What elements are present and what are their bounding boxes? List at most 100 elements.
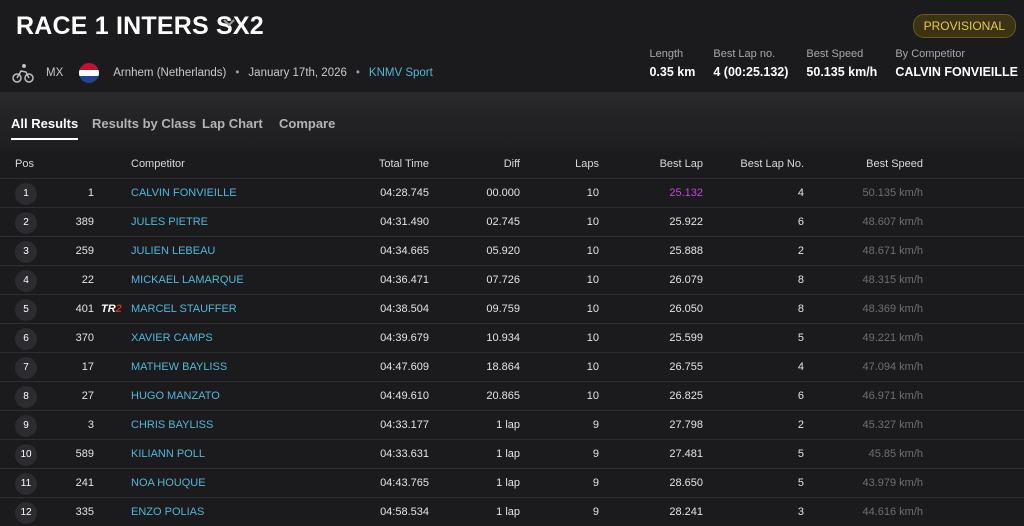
tab-all-results[interactable]: All Results — [11, 116, 79, 140]
table-row[interactable]: 7 17 MATHEW BAYLISS 04:47.609 18.864 10 26.755… — [0, 352, 1024, 381]
competitor-name[interactable]: XAVIER CAMPS — [131, 332, 213, 344]
total-time: 04:28.745 — [380, 187, 429, 199]
best-lap-value: 27.798 — [669, 419, 703, 431]
table-header: Pos Competitor Total Time Diff Laps Best… — [0, 152, 1024, 178]
best-lap-value: 25.922 — [669, 216, 703, 228]
table-row[interactable]: 3 259 JULIEN LEBEAU 04:34.665 05.920 10 25.888… — [0, 236, 1024, 265]
tab-lap-chart[interactable]: Lap Chart — [202, 116, 263, 131]
table-row[interactable]: 2 389 JULES PIETRE 04:31.490 02.745 10 25.922 6… — [0, 207, 1024, 236]
laps-value: 9 — [592, 506, 599, 518]
diff-value: 20.865 — [486, 390, 520, 402]
best-speed-value: 45.327 km/h — [862, 419, 923, 431]
competitor-name[interactable]: JULIEN LEBEAU — [131, 245, 216, 257]
competitor-name[interactable]: CHRIS BAYLISS — [131, 419, 214, 431]
diff-value: 07.726 — [486, 274, 520, 286]
table-row[interactable]: 10 589 KILIANN POLL 04:33.631 1 lap 9 27.481 5 4… — [0, 439, 1024, 468]
best-lap-no-value: 4 — [797, 187, 804, 199]
total-time: 04:47.609 — [380, 361, 429, 373]
stat-best-lap-no: Best Lap no. 4 (00:25.132) — [713, 48, 789, 79]
laps-value: 10 — [586, 303, 599, 315]
best-lap-no-value: 2 — [797, 245, 804, 257]
col-best-lap-no[interactable]: Best Lap No. — [740, 158, 804, 170]
competitor-name[interactable]: MATHEW BAYLISS — [131, 361, 228, 373]
diff-value: 18.864 — [486, 361, 520, 373]
col-best-speed[interactable]: Best Speed — [866, 158, 923, 170]
table-row[interactable]: 6 370 XAVIER CAMPS 04:39.679 10.934 10 25.599 5… — [0, 323, 1024, 352]
best-speed-value: 49.221 km/h — [862, 332, 923, 344]
table-row[interactable]: 5 401 MARCEL STAUFFER 04:38.504 09.759 10 26.0… — [0, 294, 1024, 323]
pos-badge: 4 — [15, 270, 37, 292]
tab-compare[interactable]: Compare — [279, 116, 336, 131]
best-lap-no-value: 8 — [797, 303, 804, 315]
diff-value: 09.759 — [486, 303, 520, 315]
diff-value: 05.920 — [486, 245, 520, 257]
event-meta: MX Arnhem (Netherlands) • January 17th, … — [12, 62, 433, 84]
pos-badge: 6 — [15, 328, 37, 350]
separator: • — [235, 67, 240, 79]
total-time: 04:38.504 — [380, 303, 429, 315]
competitor-name[interactable]: ENZO POLIAS — [131, 506, 205, 518]
chevron-down-icon[interactable] — [222, 18, 236, 28]
col-laps[interactable]: Laps — [575, 158, 599, 170]
pos-badge: 3 — [15, 241, 37, 263]
race-header: RACE 1 INTERS SX2 PROVISIONAL MX Arnhem … — [0, 0, 1024, 92]
table-row[interactable]: 1 1 CALVIN FONVIEILLE 04:28.745 00.000 10 25.1… — [0, 178, 1024, 207]
competitor-name[interactable]: JULES PIETRE — [131, 216, 209, 228]
best-speed-value: 43.979 km/h — [862, 477, 923, 489]
best-speed-value: 48.369 km/h — [862, 303, 923, 315]
table-row[interactable]: 11 241 NOA HOUQUE 04:43.765 1 lap 9 28.650 5 43.… — [0, 468, 1024, 497]
col-best-lap[interactable]: Best Lap — [659, 158, 703, 170]
laps-value: 10 — [586, 245, 599, 257]
diff-value: 02.745 — [486, 216, 520, 228]
best-speed-value: 48.315 km/h — [862, 274, 923, 286]
col-diff[interactable]: Diff — [503, 158, 520, 170]
best-lap-value: 26.825 — [669, 390, 703, 402]
table-row[interactable]: 9 3 CHRIS BAYLISS 04:33.177 1 lap 9 27.798 2 45.… — [0, 410, 1024, 439]
laps-value: 9 — [592, 477, 599, 489]
total-time: 04:36.471 — [380, 274, 429, 286]
table-row[interactable]: 12 335 ENZO POLIAS 04:58.534 1 lap 9 28.241 3 44… — [0, 497, 1024, 526]
diff-value: 00.000 — [486, 187, 520, 199]
best-lap-value: 25.132 — [669, 187, 703, 199]
laps-value: 10 — [586, 274, 599, 286]
pos-badge: 5 — [15, 299, 37, 321]
tab-results-by-class[interactable]: Results by Class — [92, 116, 197, 131]
best-lap-no-value: 6 — [797, 216, 804, 228]
col-competitor[interactable]: Competitor — [131, 158, 185, 170]
col-pos[interactable]: Pos — [15, 158, 34, 170]
table-row[interactable]: 8 27 HUGO MANZATO 04:49.610 20.865 10 26.825 6 4… — [0, 381, 1024, 410]
competitor-number: 401 — [75, 303, 94, 315]
total-time: 04:39.679 — [380, 332, 429, 344]
best-speed-value: 44.616 km/h — [862, 506, 923, 518]
competitor-name[interactable]: CALVIN FONVIEILLE — [131, 187, 237, 199]
best-lap-value: 25.888 — [669, 245, 703, 257]
laps-value: 10 — [586, 216, 599, 228]
stat-best-speed: Best Speed 50.135 km/h — [806, 48, 878, 79]
best-lap-value: 28.650 — [669, 477, 703, 489]
best-lap-value: 28.241 — [669, 506, 703, 518]
date-label: January 17th, 2026 — [248, 67, 347, 79]
col-total-time[interactable]: Total Time — [378, 158, 429, 170]
competitor-name[interactable]: HUGO MANZATO — [131, 390, 220, 402]
class-tag: TR2 — [101, 303, 122, 315]
competitor-number: 22 — [81, 274, 94, 286]
netherlands-flag-icon — [79, 63, 100, 83]
pos-badge: 12 — [15, 502, 37, 524]
competitor-name[interactable]: KILIANN POLL — [131, 448, 205, 460]
laps-value: 10 — [586, 332, 599, 344]
laps-value: 9 — [592, 419, 599, 431]
best-speed-value: 48.607 km/h — [862, 216, 923, 228]
table-row[interactable]: 4 22 MICKAEL LAMARQUE 04:36.471 07.726 10 26.0… — [0, 265, 1024, 294]
best-lap-no-value: 5 — [797, 477, 804, 489]
competitor-name[interactable]: NOA HOUQUE — [131, 477, 206, 489]
diff-value: 10.934 — [486, 332, 520, 344]
competitor-number: 389 — [75, 216, 94, 228]
pos-badge: 9 — [15, 415, 37, 437]
laps-value: 10 — [586, 361, 599, 373]
organizer-link[interactable]: KNMV Sport — [368, 67, 433, 79]
best-lap-value: 27.481 — [669, 448, 703, 460]
competitor-name[interactable]: MARCEL STAUFFER — [131, 303, 237, 315]
laps-value: 9 — [592, 448, 599, 460]
competitor-name[interactable]: MICKAEL LAMARQUE — [131, 274, 244, 286]
best-lap-value: 26.755 — [669, 361, 703, 373]
